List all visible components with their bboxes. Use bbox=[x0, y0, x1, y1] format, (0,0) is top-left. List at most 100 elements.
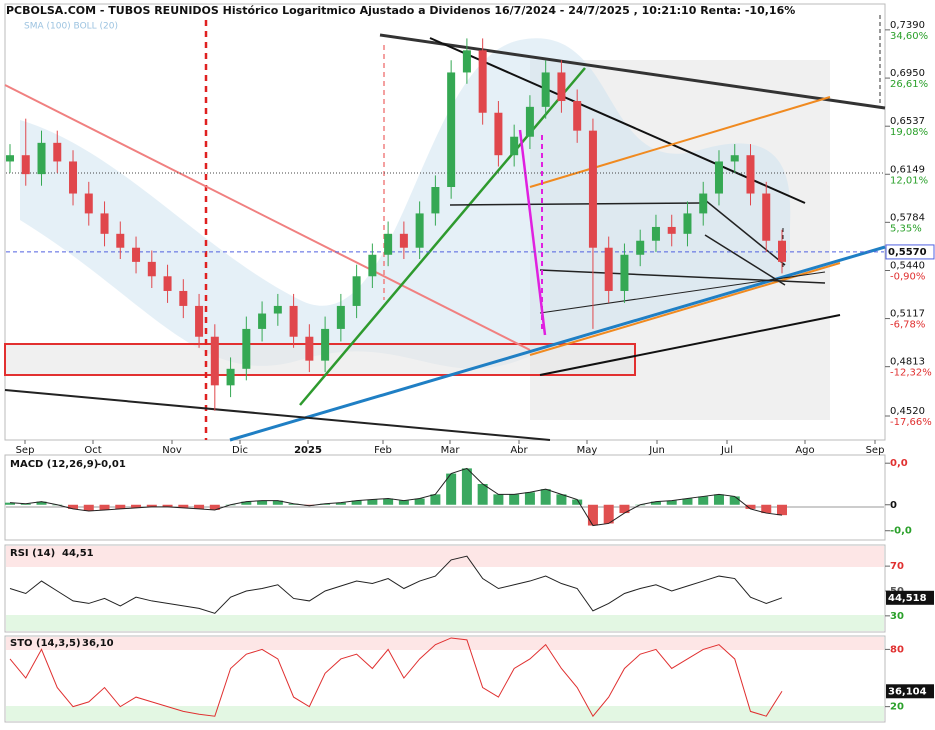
chart-title: PCBOLSA.COM - TUBOS REUNIDOS Histórico L… bbox=[6, 4, 795, 17]
candle-body bbox=[273, 305, 282, 314]
macd-bar bbox=[729, 496, 740, 505]
candle-body bbox=[620, 254, 629, 291]
y-tick-label: 0,4813 bbox=[890, 357, 925, 368]
candle-body bbox=[6, 155, 14, 162]
trend-line bbox=[529, 262, 841, 356]
y-tick-change: -0,90% bbox=[890, 271, 925, 282]
candle-body bbox=[69, 161, 78, 194]
x-tick-label: Jun bbox=[648, 445, 665, 456]
value-tag bbox=[886, 684, 934, 699]
y-tick-label: 0,4520 bbox=[890, 406, 925, 417]
macd-bar bbox=[241, 501, 252, 505]
macd-bar bbox=[99, 504, 110, 510]
macd-bar bbox=[257, 500, 268, 505]
macd-bar bbox=[178, 504, 189, 508]
candle-body bbox=[226, 368, 235, 386]
trend-line bbox=[429, 37, 806, 204]
candle-body bbox=[494, 112, 503, 156]
macd-bar bbox=[5, 502, 15, 505]
y-tick-label: -0,0 bbox=[890, 526, 912, 537]
x-tick-label: 2025 bbox=[294, 445, 322, 456]
x-tick-label: Mar bbox=[441, 445, 461, 456]
trend-line bbox=[704, 199, 786, 266]
candle-body bbox=[368, 254, 377, 277]
macd-legend: MACD (12,26,9) bbox=[10, 459, 98, 470]
y-tick-label: 0,7390 bbox=[890, 20, 925, 31]
macd-bar bbox=[115, 504, 126, 509]
candle-body bbox=[195, 305, 204, 337]
y-tick-change: -17,66% bbox=[890, 417, 932, 428]
bollinger-band bbox=[20, 38, 791, 369]
candle-body bbox=[179, 290, 188, 306]
value-tag-label: 44,518 bbox=[888, 593, 927, 604]
candle-body bbox=[163, 276, 172, 291]
candle-body bbox=[762, 193, 771, 241]
rsi-legend: RSI (14) bbox=[10, 548, 55, 559]
rsi-panel bbox=[4, 544, 886, 633]
candle-body bbox=[604, 247, 613, 291]
candle-body bbox=[525, 106, 534, 137]
x-tick-label: Nov bbox=[162, 445, 182, 456]
macd-bar bbox=[446, 473, 457, 505]
macd-bar bbox=[698, 496, 709, 505]
candle-body bbox=[147, 261, 156, 277]
macd-bar bbox=[477, 483, 488, 505]
y-tick-label: 0,6950 bbox=[890, 68, 925, 79]
macd-bar bbox=[304, 504, 315, 506]
trend-line bbox=[4, 84, 531, 351]
macd-bar bbox=[20, 503, 31, 505]
sto-line bbox=[9, 637, 783, 718]
candle-body bbox=[557, 72, 566, 102]
macd-bar bbox=[272, 500, 283, 505]
candle-body bbox=[352, 276, 361, 306]
macd-bar bbox=[603, 504, 614, 524]
candle-body bbox=[399, 233, 408, 248]
y-tick-label: 30 bbox=[890, 611, 904, 622]
y-tick-label: 70 bbox=[890, 561, 904, 572]
macd-bar bbox=[367, 499, 378, 505]
x-tick-label: Feb bbox=[374, 445, 392, 456]
sto-legend: STO (14,3,5) bbox=[10, 638, 81, 649]
y-tick-change: 12,01% bbox=[890, 175, 928, 186]
macd-bar bbox=[162, 504, 173, 507]
y-tick-label: 0,6537 bbox=[890, 116, 925, 127]
candle-body bbox=[573, 101, 582, 131]
macd-bar bbox=[619, 504, 630, 514]
macd-bar bbox=[320, 503, 331, 505]
macd-bar bbox=[209, 504, 220, 510]
macd-bar bbox=[36, 501, 47, 505]
candle-body bbox=[37, 142, 46, 175]
candle-body bbox=[415, 213, 424, 248]
last-price-tag bbox=[885, 244, 935, 260]
last-price-label: 0,5570 bbox=[888, 247, 927, 258]
candle-body bbox=[242, 328, 251, 369]
candle-body bbox=[53, 142, 62, 162]
macd-bar bbox=[777, 504, 787, 516]
candle-body bbox=[116, 233, 125, 248]
trend-line bbox=[539, 271, 826, 314]
y-tick-label: 20 bbox=[890, 702, 904, 713]
trend-line bbox=[704, 234, 786, 286]
candle-body bbox=[462, 50, 471, 73]
y-tick-change: 19,08% bbox=[890, 127, 928, 138]
candle-body bbox=[431, 187, 440, 214]
candle-body bbox=[100, 213, 109, 234]
trend-line bbox=[449, 202, 701, 206]
y-tick-label: 0,5117 bbox=[890, 309, 925, 320]
candle-body bbox=[289, 305, 298, 337]
overlay-legend: SMA (100) BOLL (20) bbox=[24, 22, 118, 32]
candle-body bbox=[541, 72, 550, 107]
candle-body bbox=[210, 336, 219, 386]
y-tick-label: 0,0 bbox=[890, 458, 908, 469]
candle-body bbox=[778, 240, 786, 262]
macd-bar bbox=[761, 504, 772, 514]
macd-bar bbox=[430, 494, 441, 505]
macd-bar bbox=[414, 498, 425, 505]
macd-bar bbox=[509, 494, 520, 505]
value-tag bbox=[886, 590, 934, 605]
value-tag-label: 36,104 bbox=[888, 686, 927, 697]
macd-bar bbox=[194, 504, 205, 509]
candle-body bbox=[447, 72, 456, 188]
candle-body bbox=[667, 226, 676, 234]
